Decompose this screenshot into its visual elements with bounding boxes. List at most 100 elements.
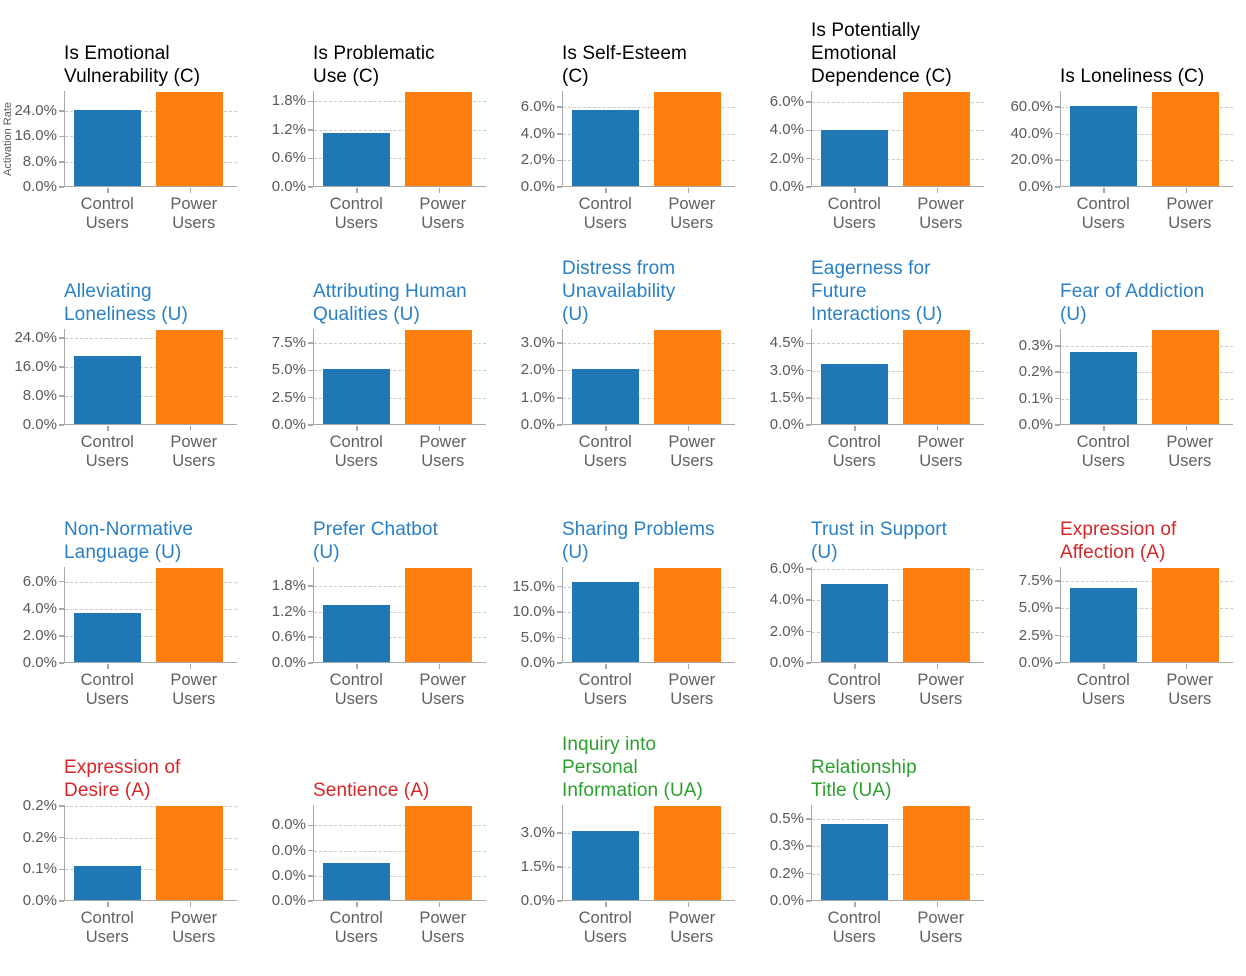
chart-title: Is Problematic Use (C) <box>313 4 498 88</box>
y-tick-label: 0.5% <box>769 809 804 827</box>
chart-title: Alleviating Loneliness (U) <box>64 242 249 326</box>
gridline <box>812 873 984 875</box>
y-tick-mark <box>805 424 811 426</box>
y-tick-label: 20.0% <box>1010 151 1053 169</box>
gridline <box>812 818 984 820</box>
control-users-label: Control Users <box>811 433 898 471</box>
control-users-bar <box>820 823 888 900</box>
control-users-bar <box>73 110 141 186</box>
x-label-line: Users <box>919 452 963 470</box>
x-axis-labels: Control Users Power Users <box>811 663 984 709</box>
chart-title: Expression of Affection (A) <box>1060 480 1245 564</box>
y-tick-label: 1.5% <box>520 857 555 875</box>
control-users-bar <box>322 604 390 662</box>
plot-area: 6.0% 4.0% 2.0% 0.0% <box>770 91 984 195</box>
gridline <box>314 875 486 877</box>
gridline <box>314 825 486 827</box>
y-tick-label: 0.0% <box>520 178 555 195</box>
gridline <box>65 367 237 369</box>
y-tick-label: 2.0% <box>520 361 555 379</box>
y-tick-label: 0.2% <box>22 828 57 846</box>
plot-area: 7.5% 5.0% 2.5% 0.0% <box>1019 567 1233 671</box>
chart-sharing-problems-u: Sharing Problems (U) 15.0% 10.0% 5.0% 0.0% Con… <box>498 480 747 709</box>
y-tick-mark <box>1054 159 1060 162</box>
x-label-line: Power <box>1166 433 1214 451</box>
chart-title-line: Use (C) <box>313 66 380 87</box>
x-axis-labels: Control Users Power Users <box>313 663 486 709</box>
control-users-bar <box>73 613 141 662</box>
x-label-line: Control <box>578 433 632 451</box>
y-tick-label: 0.0% <box>271 866 306 884</box>
y-tick-label: 5.0% <box>520 628 555 646</box>
y-tick-label: 0.1% <box>22 860 57 878</box>
chart-title-line: Is Emotional <box>64 43 170 64</box>
y-tick-label: 2.0% <box>769 149 804 167</box>
x-label-line: Users <box>1168 690 1212 708</box>
control-users-bar <box>820 364 888 424</box>
y-tick-mark <box>58 635 64 637</box>
chart-title-line: Is Potentially <box>811 20 921 41</box>
x-axis-labels: Control Users Power Users <box>64 187 237 233</box>
gridline <box>65 338 237 340</box>
plot-area: 3.0% 2.0% 1.0% 0.0% <box>521 329 735 433</box>
y-tick-mark <box>307 157 313 160</box>
y-tick-label: 8.0% <box>22 387 57 405</box>
power-users-bar <box>156 91 224 186</box>
y-tick-mark <box>1054 607 1060 609</box>
gridline <box>812 130 984 132</box>
plot-area: 6.0% 4.0% 2.0% 0.0% <box>23 567 237 671</box>
y-tick-mark <box>1054 105 1060 108</box>
chart-sentience-a: Sentience (A) 0.0% 0.0% 0.0% 0.0% Control User… <box>249 718 498 947</box>
control-users-bar <box>820 583 888 662</box>
gridline <box>563 343 735 345</box>
x-tick-mark <box>687 187 690 193</box>
y-tick-label: 40.0% <box>1010 124 1053 142</box>
chart-title: Fear of Addiction (U) <box>1060 242 1245 326</box>
y-tick-label: 8.0% <box>22 152 57 170</box>
x-tick-mark <box>936 663 939 669</box>
control-users-label: Control Users <box>811 671 898 709</box>
chart-is-problematic-use-c: Is Problematic Use (C) 1.8% 1.2% 0.6% 0.0% Con… <box>249 4 498 233</box>
x-tick-mark <box>356 187 358 193</box>
control-users-bar <box>571 109 639 186</box>
control-users-label: Control Users <box>811 909 898 947</box>
y-tick-label: 6.0% <box>22 572 57 590</box>
chart-trust-in-support-u: Trust in Support (U) 6.0% 4.0% 2.0% 0.0% Contr… <box>747 480 996 709</box>
x-tick-mark <box>189 187 192 193</box>
gridline <box>1061 608 1233 610</box>
x-tick-mark <box>107 901 109 907</box>
control-users-label: Control Users <box>562 433 649 471</box>
power-users-label: Power Users <box>898 195 985 233</box>
y-tick-label: 6.0% <box>520 98 555 116</box>
x-tick-mark <box>356 425 358 431</box>
chart-title: Prefer Chatbot (U) <box>313 480 498 564</box>
y-tick-label: 0.6% <box>271 149 306 167</box>
chart-title-line: Relationship <box>811 757 917 778</box>
x-label-line: Users <box>172 928 216 946</box>
y-tick-mark <box>556 186 562 188</box>
y-tick-label: 3.0% <box>769 361 804 379</box>
chart-title-line: Desire (A) <box>64 780 151 801</box>
control-users-label: Control Users <box>64 671 151 709</box>
y-tick-label: 4.0% <box>22 599 57 617</box>
y-tick-mark <box>1054 662 1060 664</box>
x-label-line: Users <box>1081 452 1125 470</box>
x-tick-mark <box>189 663 192 669</box>
power-users-label: Power Users <box>649 909 736 947</box>
y-tick-mark <box>556 900 562 902</box>
y-tick-mark <box>307 369 313 372</box>
chart-title-line: Future <box>811 281 867 302</box>
control-users-bar <box>571 582 639 662</box>
gridline <box>65 635 237 637</box>
gridline <box>314 637 486 639</box>
chart-title: Attributing Human Qualities (U) <box>313 242 498 326</box>
y-tick-mark <box>1054 634 1060 637</box>
y-tick-label: 0.0% <box>769 654 804 671</box>
chart-title: Relationship Title (UA) <box>811 718 996 802</box>
chart-title: Sharing Problems (U) <box>562 480 747 564</box>
gridline <box>65 608 237 610</box>
gridline <box>1061 635 1233 637</box>
y-tick-label: 10.0% <box>512 603 555 621</box>
control-users-label: Control Users <box>562 671 649 709</box>
y-tick-mark <box>58 580 64 583</box>
